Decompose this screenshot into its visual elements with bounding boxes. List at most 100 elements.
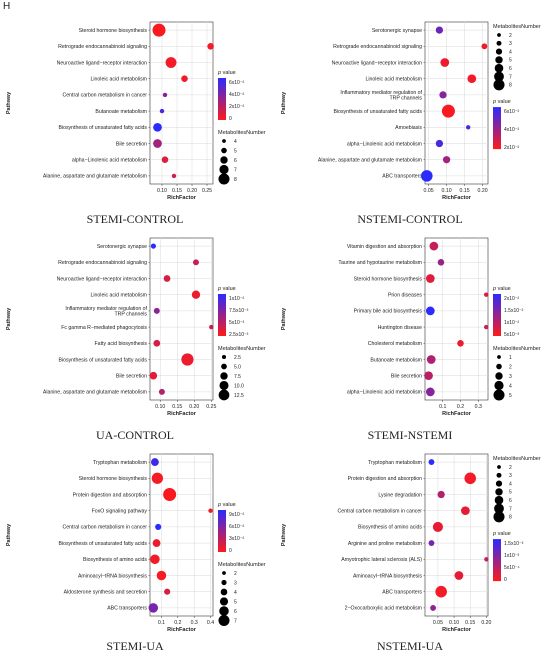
chart-stemi-ua: Tryptophan metabolism Steroid hormone bio… [0, 442, 270, 658]
pathway-label: Fatty acid biosynthesis [95, 341, 148, 347]
pathway-label: Lysine degradation [378, 492, 422, 498]
x-tick-label: 0.15 [460, 188, 470, 194]
pathway-label: Protein digestion and absorption [73, 492, 148, 498]
data-point [150, 554, 160, 565]
size-legend-dot [497, 465, 501, 469]
pathway-label: Aminoacyl−tRNA biosynthesis [353, 573, 422, 579]
size-legend-dot [494, 495, 504, 505]
data-point [171, 173, 177, 179]
data-point [466, 125, 471, 130]
pathway-label: Neuroactive ligand−receptor interaction [57, 60, 148, 66]
chart-ua-control-title: UA-CONTROL [96, 428, 174, 442]
chart-stemi-control-title: STEMI-CONTROL [86, 212, 184, 226]
x-tick-label: 0.05 [433, 620, 443, 626]
size-legend-dot [495, 480, 503, 487]
data-point [192, 259, 199, 266]
color-legend-title: p value [492, 531, 511, 537]
pathway-label: Biosynthesis of amino acids [358, 525, 422, 531]
size-legend-label: 2 [509, 33, 512, 39]
x-tick-label: 0.25 [202, 188, 212, 194]
data-point [481, 43, 488, 50]
data-point [151, 472, 164, 484]
chart-nstemi-ua-plot: Tryptophan metabolism Protein digestion a… [281, 453, 541, 633]
data-point [484, 292, 489, 297]
pathway-label: Inflammatory mediator regulation of TRP c… [340, 90, 422, 101]
x-axis-title: RichFactor [442, 195, 472, 201]
pathway-label: Bile secretion [391, 374, 422, 380]
pathway-label: Cholesterol metabolism [368, 341, 422, 347]
size-legend-dot [219, 606, 229, 616]
color-legend-label: 2x10⁻² [504, 145, 519, 151]
x-axis-title: RichFactor [167, 411, 197, 417]
size-legend-label: 2.5 [234, 355, 241, 361]
data-point [164, 588, 171, 595]
x-tick-label: 0.10 [442, 188, 452, 194]
pathway-label: Serotonergic synapse [372, 28, 422, 34]
data-point [425, 274, 435, 283]
chart-nstemi-ua-title: NSTEMI-UA [377, 639, 443, 653]
color-legend-label: 1x10⁻³ [504, 553, 519, 559]
x-tick-label: 0.20 [189, 404, 199, 410]
size-legend-label: 8 [509, 83, 512, 89]
size-legend-label: 7 [234, 167, 237, 173]
size-legend-dot [495, 488, 503, 496]
pathway-label: Biosynthesis of unsaturated fatty acids [58, 125, 147, 131]
size-legend-dot [218, 173, 230, 185]
x-axis-title: RichFactor [442, 627, 472, 633]
size-legend-label: 7 [509, 506, 512, 512]
pathway-label: Biosynthesis of amino acids [83, 557, 147, 563]
color-legend-label: 6x10⁻² [229, 524, 244, 530]
x-tick-label: 0.1 [158, 620, 165, 626]
size-legend-dot [497, 33, 501, 37]
color-legend-label: 6x10⁻² [229, 80, 244, 86]
size-legend-label: 6 [234, 158, 237, 164]
size-legend-label: 5 [509, 58, 512, 64]
size-legend-label: 3 [509, 374, 512, 380]
color-legend-label: 2x10⁻² [504, 296, 519, 302]
plot-area [149, 237, 214, 401]
plot-area [424, 21, 489, 185]
size-legend-title: MetabolitesNumber [218, 346, 266, 352]
size-legend-label: 6 [509, 498, 512, 504]
color-legend-title: p value [492, 286, 511, 292]
pathway-label: Central carbon metabolism in cancer [63, 93, 148, 99]
pathway-label: Alanine, aspartate and glutamate metabol… [43, 174, 147, 180]
x-tick-label: 0.20 [478, 188, 488, 194]
chart-stemi-nstemi-title: STEMI-NSTEMI [367, 428, 453, 442]
size-legend-dot [221, 363, 227, 370]
x-tick-label: 0.10 [155, 404, 165, 410]
data-point [425, 306, 435, 316]
color-legend-bar [493, 294, 501, 336]
size-legend-label: 5 [234, 148, 237, 154]
color-legend-label: 1.5x10⁻² [504, 308, 524, 314]
data-point [437, 259, 445, 266]
size-legend-label: 2 [509, 465, 512, 471]
pathway-label: Arginine and proline metabolism [348, 541, 422, 547]
pathway-label: Biosynthesis of unsaturated fatty acids [58, 541, 147, 547]
size-legend-dot [495, 48, 503, 55]
data-point [430, 604, 436, 611]
data-point [208, 508, 213, 513]
data-point [159, 108, 165, 114]
chart-stemi-nstemi-plot: Vitamin digestion and absorption Taurine … [281, 237, 541, 417]
size-legend-dot [494, 71, 504, 82]
pathway-label: Bile secretion [116, 141, 147, 147]
size-legend-dot [496, 363, 502, 370]
data-point [155, 523, 162, 530]
color-legend-title: p value [492, 99, 511, 105]
data-point [191, 290, 201, 299]
x-tick-label: 0.3 [191, 620, 198, 626]
y-axis-title: Pathway [6, 523, 12, 546]
pathway-label: Central carbon metabolism in cancer [338, 509, 423, 515]
y-axis-title: Pathway [6, 307, 12, 330]
size-legend-dot [496, 40, 502, 46]
size-legend-dot [493, 389, 505, 401]
size-legend-label: 4 [234, 139, 237, 145]
size-legend-dot [495, 372, 503, 380]
chart-ua-control: Serotonergic synapse Retrograde endocanna… [0, 226, 270, 442]
color-legend-label: 2.5x10⁻³ [229, 332, 249, 338]
x-tick-label: 0.20 [481, 620, 491, 626]
size-legend-dot [221, 147, 227, 154]
data-point [426, 355, 436, 364]
data-point [442, 156, 451, 164]
